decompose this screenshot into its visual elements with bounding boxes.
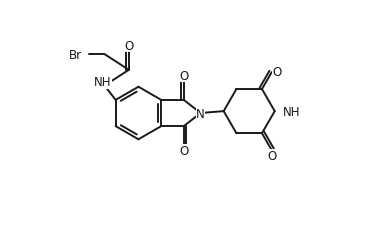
Text: Br: Br: [69, 48, 82, 61]
Text: O: O: [267, 150, 276, 163]
Text: O: O: [179, 70, 188, 83]
Text: NH: NH: [283, 105, 301, 118]
Text: O: O: [272, 66, 281, 79]
Text: O: O: [179, 144, 188, 157]
Text: NH: NH: [94, 76, 111, 89]
Text: O: O: [124, 40, 133, 53]
Text: N: N: [196, 107, 205, 120]
